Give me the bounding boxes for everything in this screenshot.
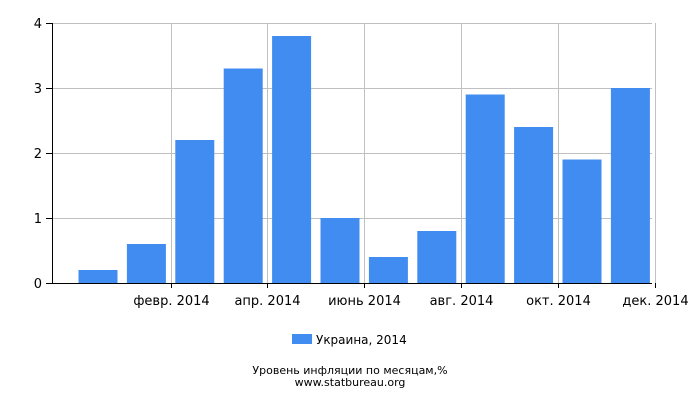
y-tick-label: 4 [34, 17, 42, 32]
bar [320, 218, 360, 283]
y-tick-label: 3 [34, 82, 42, 97]
y-tick-label: 1 [34, 212, 42, 227]
bar [126, 244, 166, 283]
x-tick-labels: февр. 2014 апр. 2014 июнь 2014 авг. 2014 окт… [133, 294, 688, 309]
chart-caption: Уровень инфляции по месяцам,% [252, 364, 447, 377]
x-tick-label: авг. 2014 [430, 294, 494, 309]
source-url: www.statbureau.org [295, 376, 406, 389]
bar [78, 270, 118, 283]
bars [78, 36, 650, 283]
y-tick-label: 0 [34, 277, 42, 292]
bar [368, 257, 408, 283]
legend-swatch [292, 334, 312, 344]
x-tick-label: апр. 2014 [234, 294, 300, 309]
x-tick-label: дек. 2014 [622, 294, 688, 309]
bar [272, 36, 312, 283]
y-tick-label: 2 [34, 147, 42, 162]
bar [562, 159, 602, 283]
y-tick-labels: 0 1 2 3 4 [34, 17, 42, 292]
legend-label: Украина, 2014 [316, 333, 407, 347]
gridlines [52, 23, 656, 283]
bar [223, 68, 263, 283]
bar [465, 94, 505, 283]
x-tick-label: июнь 2014 [328, 294, 401, 309]
bar [417, 231, 457, 283]
legend: Украина, 2014 [292, 333, 407, 347]
bar [175, 140, 215, 283]
bar [514, 127, 554, 283]
x-tick-label: окт. 2014 [526, 294, 591, 309]
x-tick-label: февр. 2014 [133, 294, 209, 309]
bar [610, 88, 650, 283]
axes [46, 23, 656, 288]
